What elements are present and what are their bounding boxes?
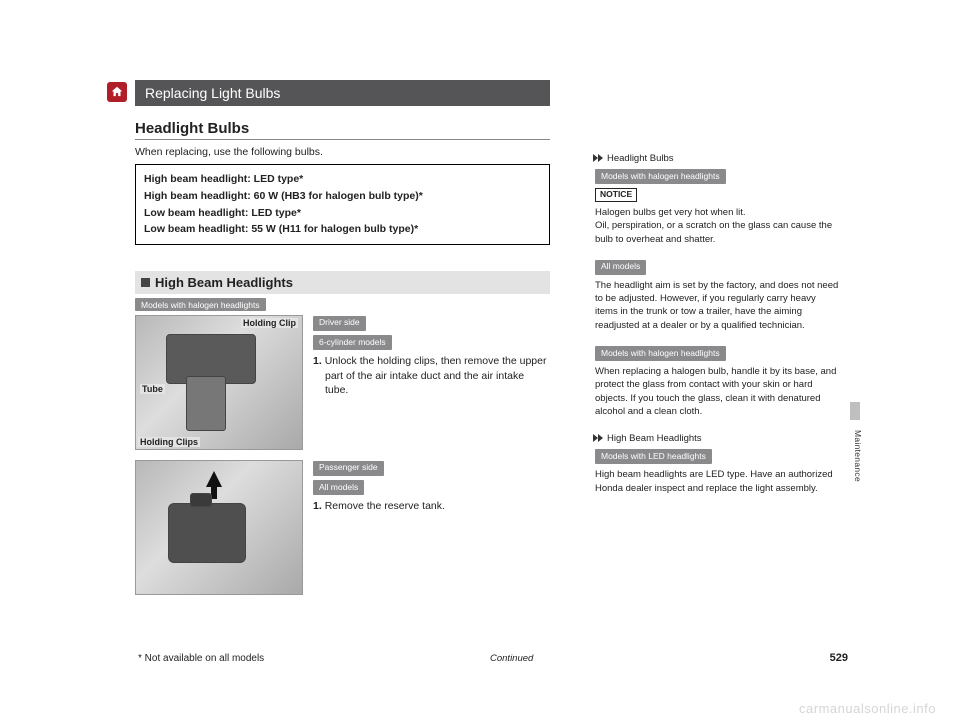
notice-tag: NOTICE [595, 188, 637, 202]
step-body: Unlock the holding clips, then remove th… [325, 355, 547, 396]
figure-row-1: Holding Clip Tube Holding Clips Driver s… [135, 315, 550, 450]
side-heading-2: High Beam Headlights [595, 432, 840, 445]
spec-line: Low beam headlight: LED type* [144, 205, 541, 222]
note-block: Models with halogen headlights When repl… [595, 346, 840, 418]
spec-line: Low beam headlight: 55 W (H11 for haloge… [144, 221, 541, 238]
square-bullet-icon [141, 278, 150, 287]
note-block: Models with LED headlights High beam hea… [595, 449, 840, 494]
home-icon[interactable] [107, 82, 127, 102]
callout-holding-clips: Holding Clips [138, 437, 200, 447]
tag-all-models: All models [595, 260, 646, 275]
continued-label: Continued [490, 653, 533, 664]
note-block: All models The headlight aim is set by t… [595, 260, 840, 332]
spec-line: High beam headlight: 60 W (HB3 for halog… [144, 188, 541, 205]
callout-holding-clip: Holding Clip [241, 318, 298, 328]
note-block: Models with halogen headlights NOTICE Ha… [595, 169, 840, 246]
step-text: 1. Unlock the holding clips, then remove… [313, 354, 550, 398]
thumb-tab-label: Maintenance [853, 430, 863, 482]
tag-all-models: All models [313, 480, 364, 495]
step-1-driver: Driver side 6-cylinder models 1. Unlock … [313, 315, 550, 450]
tag-driver-side: Driver side [313, 316, 366, 331]
tag-led: Models with LED headlights [595, 449, 712, 464]
footnote: * Not available on all models [138, 653, 264, 664]
tag-passenger-side: Passenger side [313, 461, 384, 476]
figure-row-2: Passenger side All models 1. Remove the … [135, 460, 550, 595]
step-number: 1. [313, 500, 322, 512]
note-text: Halogen bulbs get very hot when lit. [595, 207, 746, 218]
step-number: 1. [313, 355, 322, 367]
step-1-passenger: Passenger side All models 1. Remove the … [313, 460, 550, 595]
chapter-title-bar: Replacing Light Bulbs [135, 80, 550, 106]
thumb-tab-block [850, 402, 860, 420]
section-heading: Headlight Bulbs [135, 120, 550, 140]
figure-air-intake: Holding Clip Tube Holding Clips [135, 315, 303, 450]
main-content: Headlight Bulbs When replacing, use the … [135, 120, 550, 605]
watermark: carmanualsonline.info [799, 701, 936, 716]
tag-halogen: Models with halogen headlights [595, 169, 726, 184]
up-arrow-icon [206, 471, 222, 487]
side-heading-1: Headlight Bulbs [595, 152, 840, 165]
spec-line: High beam headlight: LED type* [144, 171, 541, 188]
figure-reserve-tank [135, 460, 303, 595]
page-number: 529 [830, 652, 848, 664]
note-text: The headlight aim is set by the factory,… [595, 280, 838, 331]
subsection-title: High Beam Headlights [155, 275, 293, 290]
note-text: When replacing a halogen bulb, handle it… [595, 366, 836, 417]
bulb-spec-box: High beam headlight: LED type* High beam… [135, 164, 550, 245]
note-text: Oil, perspiration, or a scratch on the g… [595, 220, 832, 244]
step-body: Remove the reserve tank. [325, 500, 445, 512]
model-tag-halogen: Models with halogen headlights [135, 298, 266, 311]
tag-halogen: Models with halogen headlights [595, 346, 726, 361]
note-text: High beam headlights are LED type. Have … [595, 469, 833, 493]
callout-tube: Tube [140, 384, 165, 394]
tag-6cyl: 6-cylinder models [313, 335, 392, 350]
intro-text: When replacing, use the following bulbs. [135, 146, 550, 158]
subsection-band: High Beam Headlights [135, 271, 550, 294]
side-notes: Headlight Bulbs Models with halogen head… [595, 152, 840, 509]
step-text: 1. Remove the reserve tank. [313, 499, 550, 514]
chapter-title: Replacing Light Bulbs [145, 85, 280, 101]
